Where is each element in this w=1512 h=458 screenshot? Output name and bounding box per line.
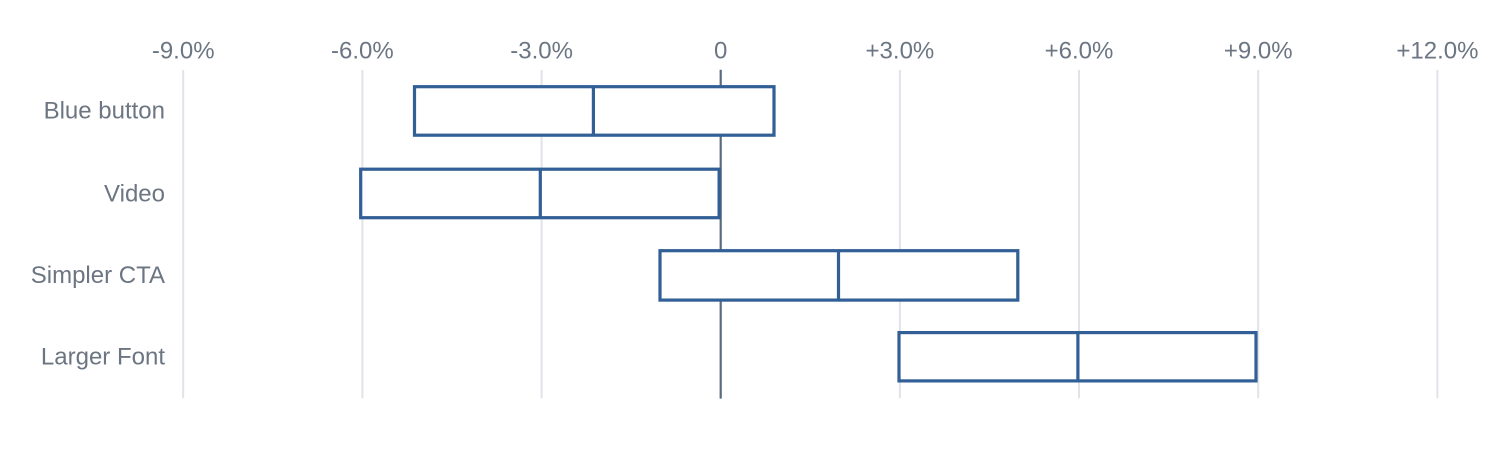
svg-text:Larger Font: Larger Font [41,344,165,371]
svg-text:0: 0 [714,38,727,65]
svg-text:Video: Video [104,180,165,207]
svg-text:-9.0%: -9.0% [152,38,215,65]
svg-text:+9.0%: +9.0% [1224,38,1293,65]
svg-text:+3.0%: +3.0% [866,38,935,65]
svg-text:Simpler CTA: Simpler CTA [31,262,165,289]
svg-text:-3.0%: -3.0% [510,38,573,65]
svg-text:-6.0%: -6.0% [331,38,394,65]
svg-text:Blue button: Blue button [44,98,165,125]
svg-text:+12.0%: +12.0% [1396,38,1478,65]
svg-text:+6.0%: +6.0% [1045,38,1114,65]
